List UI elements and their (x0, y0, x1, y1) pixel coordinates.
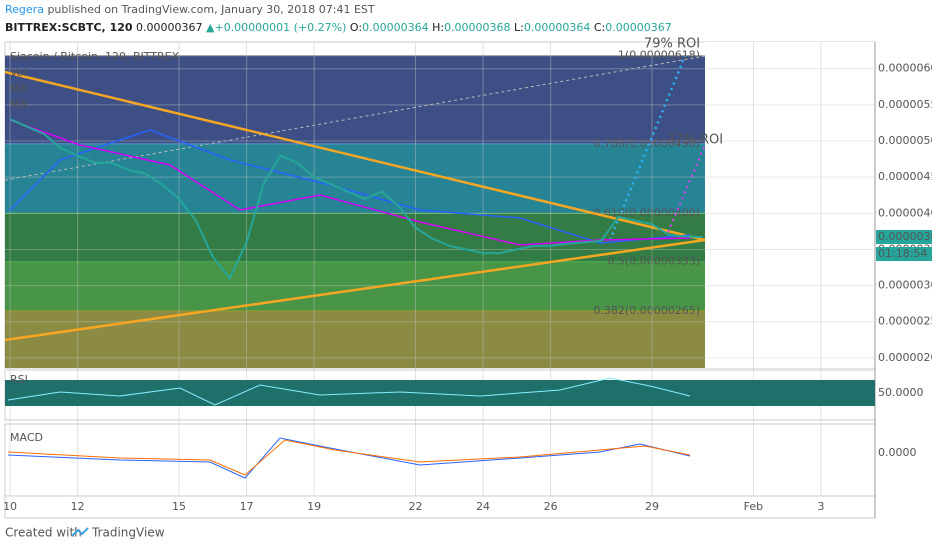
y-tick-label: 0.00000500 (878, 134, 932, 147)
fib-zone (5, 310, 705, 368)
ohlc-label: H: (432, 21, 444, 34)
y-tick-label: 0.00000200 (878, 351, 932, 364)
x-tick-label: 12 (71, 500, 85, 513)
author: Regera (5, 3, 44, 16)
indicator-label: MA (10, 82, 27, 95)
x-tick-label: 10 (3, 500, 17, 513)
chart-title: Siacoin / Bitcoin, 120, BITTREX (10, 50, 180, 63)
fib-label: 1(0.00000618) (618, 49, 700, 62)
x-tick-label: 26 (544, 500, 558, 513)
fib-trend (4, 55, 706, 181)
annotation: 37% ROI (667, 133, 723, 148)
header-line: Regera published on TradingView.com, Jan… (5, 3, 375, 16)
countdown-label: 01:18:54 (878, 247, 927, 260)
x-tick-label: Feb (744, 500, 763, 513)
macd-tick: 0.0000 (878, 446, 917, 459)
trend-line (4, 70, 706, 342)
fib-label: 0.382(0.00000265) (593, 304, 700, 317)
panel-label: RSI (10, 373, 28, 386)
footer-text: Created with (5, 526, 82, 540)
y-tick-label: 0.00000600 (878, 62, 932, 75)
fib-zone (5, 213, 705, 262)
ohlc-value: 0.00000364 (362, 21, 428, 34)
rsi-tick: 50.0000 (878, 386, 924, 399)
x-tick-label: 22 (409, 500, 423, 513)
x-tick-label: 24 (476, 500, 490, 513)
price-tag-label: 0.00000367 (878, 230, 932, 243)
y-tick-label: 0.00000400 (878, 206, 932, 219)
indicator-label: Vol (10, 66, 26, 79)
brand-icon (71, 527, 89, 537)
x-tick-label: 15 (172, 500, 186, 513)
x-tick-label: 29 (645, 500, 659, 513)
ohlc-value: 0.00000364 (524, 21, 590, 34)
x-tick-label: 17 (240, 500, 254, 513)
rsi-line (7, 377, 691, 406)
published: published on TradingView.com, January 30… (47, 3, 374, 16)
change: ▲+0.00000001 (+0.27%) (206, 21, 346, 34)
symbol: BITTREX:SCBTC, 120 (5, 21, 133, 34)
ohlc-label: L: (514, 21, 524, 34)
panel-label: MACD (10, 431, 43, 444)
y-tick-label: 0.00000300 (878, 279, 932, 292)
ohlc-label: O: (350, 21, 362, 34)
signal-line (7, 439, 691, 476)
fib-label: 0.786(0.00000496) (593, 137, 700, 150)
y-tick-label: 0.00000250 (878, 315, 932, 328)
ohlc-label: C: (594, 21, 605, 34)
annotation: 79% ROI (644, 37, 700, 52)
x-tick-label: 3 (817, 500, 824, 513)
rsi-band (5, 380, 875, 406)
y-tick-label: 0.00000550 (878, 98, 932, 111)
last: 0.00000367 (136, 21, 202, 34)
macd-line (7, 437, 691, 479)
projection (667, 144, 706, 233)
fib-zone (5, 143, 705, 214)
ohlc-value: 0.00000368 (444, 21, 510, 34)
macd-panel (4, 423, 876, 497)
fib-label: 0.5(0.00000333) (607, 255, 700, 268)
brand: TradingView (91, 526, 165, 540)
ohlc-value: 0.00000367 (605, 21, 671, 34)
price-line (9, 118, 703, 281)
y-tick-label: 0.00000450 (878, 170, 932, 183)
future-zone (705, 42, 875, 368)
x-tick-label: 19 (307, 500, 321, 513)
moving-average (9, 119, 691, 246)
countdown-tag (876, 247, 932, 261)
indicator-label: MA (10, 98, 27, 111)
price-tag (876, 230, 932, 244)
fib-zone (5, 261, 705, 311)
quote-line: BITTREX:SCBTC, 120 0.00000367 ▲+0.000000… (5, 21, 672, 34)
